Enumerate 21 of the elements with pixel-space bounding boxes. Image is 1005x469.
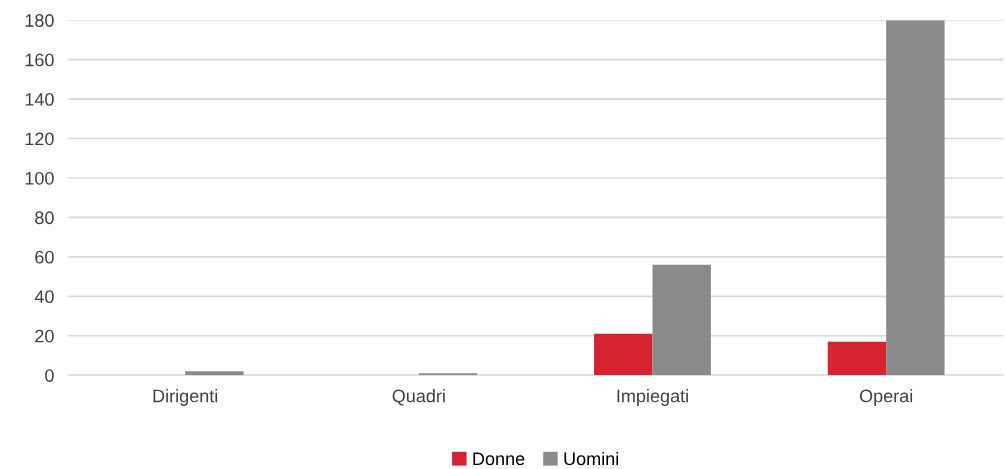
- bar: [594, 333, 653, 376]
- x-tick-label: Impiegati: [617, 389, 688, 406]
- y-tick-label: 60: [35, 250, 54, 264]
- x-tick-label: Quadri: [392, 389, 445, 406]
- bar: [652, 264, 711, 376]
- bar: [827, 341, 887, 376]
- y-tick-label: 140: [25, 93, 54, 106]
- y-tick-label: 120: [25, 132, 54, 146]
- y-tick-label: 80: [35, 211, 54, 225]
- legend-label: Uomini: [564, 451, 619, 466]
- bar: [185, 371, 244, 376]
- y-tick-label: 0: [45, 369, 54, 382]
- bar: [886, 20, 945, 376]
- x-tick-label: Operai: [859, 389, 913, 406]
- x-tick-label: Dirigenti: [153, 389, 218, 406]
- y-tick-label: 180: [25, 14, 54, 27]
- y-tick-label: 100: [25, 171, 54, 185]
- y-tick-label: 160: [25, 53, 54, 67]
- legend-label: Donne: [473, 452, 525, 466]
- y-tick-label: 40: [34, 290, 54, 304]
- y-tick-label: 20: [35, 329, 54, 343]
